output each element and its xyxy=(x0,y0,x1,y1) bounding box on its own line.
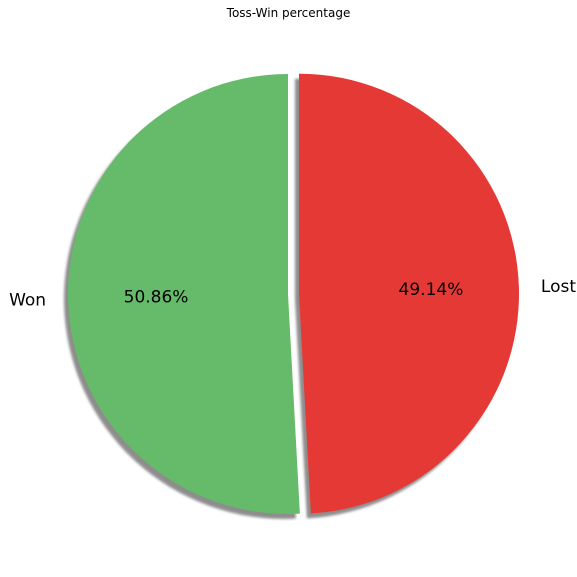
slice-label-lost: Lost xyxy=(541,277,576,297)
slice-lost xyxy=(298,73,519,514)
slice-label-won: Won xyxy=(9,291,46,311)
chart-title: Toss-Win percentage xyxy=(226,6,351,20)
percent-label-lost: 49.14% xyxy=(399,280,464,300)
percent-label-won: 50.86% xyxy=(124,288,189,308)
slice-won xyxy=(68,74,300,514)
labels: Won 50.86% Lost 49.14% xyxy=(9,277,576,310)
slices xyxy=(68,73,519,514)
